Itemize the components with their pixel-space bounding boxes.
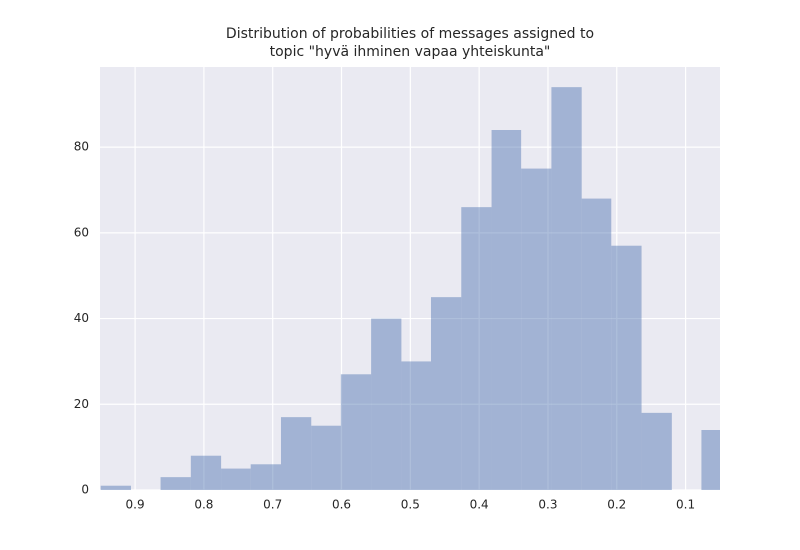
bar [701,430,720,490]
bar [461,207,492,490]
x-tick-label: 0.4 [470,498,489,512]
bar [371,318,402,490]
x-tick-label: 0.9 [126,498,145,512]
x-tick-label: 0.2 [607,498,626,512]
chart-title: Distribution of probabilities of message… [226,26,594,42]
bar [430,297,462,490]
y-tick-label: 20 [74,397,89,411]
bar [250,464,281,490]
bar [581,198,612,490]
x-tick-label: 0.6 [332,498,351,512]
bar [401,361,431,490]
bar [280,417,312,490]
bar [311,425,341,490]
bars [100,87,720,490]
y-tick-label: 0 [81,483,89,497]
x-tick-label: 0.5 [401,498,420,512]
bar [611,245,642,490]
bar [221,468,251,490]
bar [340,374,372,490]
y-tick-label: 40 [74,311,89,325]
y-tick-label: 80 [74,140,89,154]
bar [160,477,191,490]
bar [491,130,522,490]
bar [521,168,552,490]
x-tick-label: 0.7 [263,498,282,512]
bar [641,412,672,490]
y-tick-label: 60 [74,225,89,239]
chart-title: topic "hyvä ihminen vapaa yhteiskunta" [270,44,551,60]
x-tick-label: 0.8 [194,498,213,512]
bar [190,455,222,490]
bar [100,485,131,490]
x-tick-label: 0.3 [538,498,557,512]
bar [551,87,582,490]
x-tick-label: 0.1 [676,498,695,512]
